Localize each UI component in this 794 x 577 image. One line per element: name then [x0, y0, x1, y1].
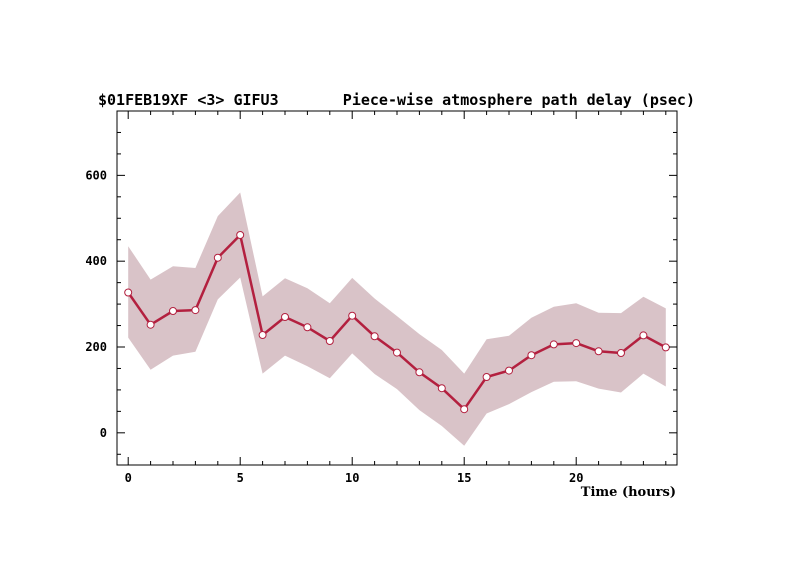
y-tick-label: 200	[85, 340, 107, 354]
y-tick-label: 0	[100, 426, 107, 440]
x-tick-label: 5	[237, 471, 244, 485]
data-point	[191, 306, 200, 315]
data-point	[460, 405, 469, 414]
x-axis-label: Time (hours)	[581, 485, 676, 500]
marker-layer	[124, 231, 670, 414]
data-point	[213, 253, 222, 262]
data-point	[325, 337, 334, 345]
data-point	[415, 368, 424, 377]
data-point	[146, 320, 155, 329]
y-tick-label: 600	[85, 168, 107, 182]
chart-title-right: Piece-wise atmosphere path delay (psec)	[343, 91, 695, 109]
data-point	[594, 347, 603, 356]
data-point	[348, 311, 357, 320]
y-tick-label: 400	[85, 254, 107, 268]
data-point	[639, 331, 648, 340]
data-point	[437, 384, 446, 393]
data-point	[661, 343, 670, 352]
uncertainty-band	[128, 192, 666, 446]
data-point	[482, 373, 491, 381]
data-point	[527, 351, 536, 360]
confidence-band-layer	[128, 192, 666, 446]
data-point	[549, 340, 558, 349]
data-point	[572, 339, 581, 348]
data-point	[281, 313, 289, 321]
data-point	[370, 332, 379, 341]
data-point	[393, 348, 401, 357]
data-point	[505, 366, 513, 375]
x-tick-label: 20	[569, 471, 583, 485]
data-point	[303, 323, 312, 332]
data-point	[258, 331, 267, 339]
chart-title-left: $01FEB19XF <3> GIFU3	[98, 91, 279, 109]
x-tick-label: 15	[457, 471, 471, 485]
x-tick-label: 0	[125, 471, 132, 485]
data-point	[169, 307, 177, 315]
data-point	[617, 349, 625, 357]
data-point	[236, 231, 245, 239]
data-point	[124, 288, 133, 297]
x-tick-label: 10	[345, 471, 359, 485]
